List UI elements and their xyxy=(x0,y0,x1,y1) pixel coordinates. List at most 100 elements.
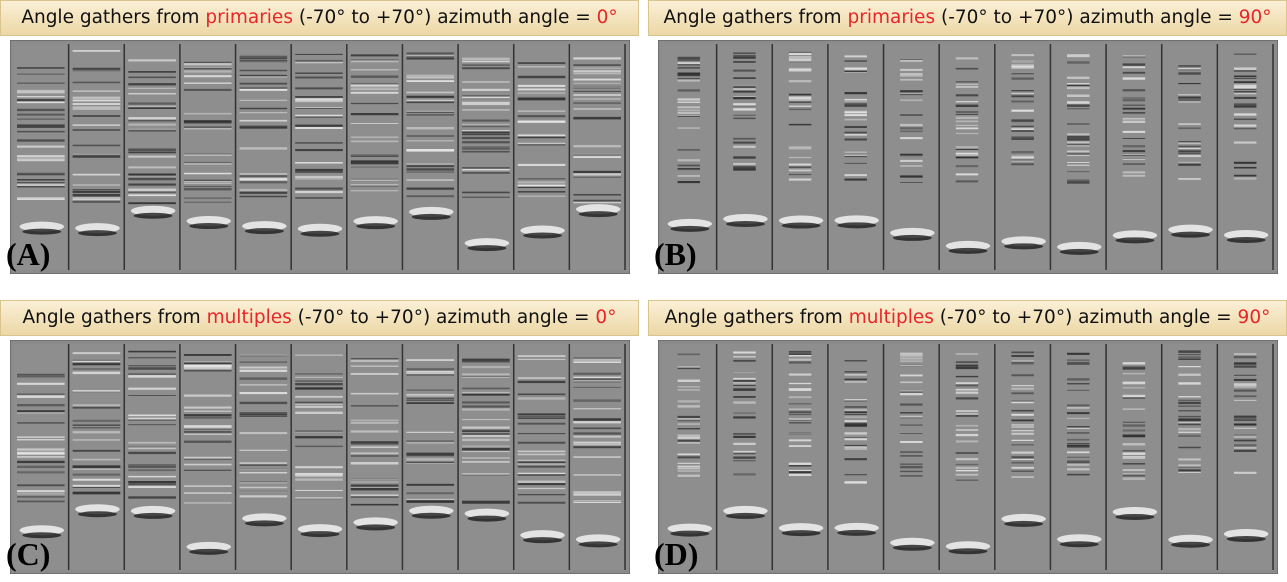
event-light xyxy=(409,206,454,217)
event-light xyxy=(1223,528,1269,539)
event-light xyxy=(464,508,510,519)
gather-strip xyxy=(236,344,291,570)
event-light xyxy=(1112,506,1158,517)
event-light xyxy=(297,223,343,234)
event-light xyxy=(1223,230,1269,241)
gather-strip xyxy=(884,344,939,570)
event-dark xyxy=(189,223,229,230)
event-dark xyxy=(467,515,507,522)
event-light xyxy=(778,215,824,226)
event-light xyxy=(575,204,621,215)
event-light xyxy=(1057,534,1102,545)
event-dark xyxy=(781,530,821,537)
title-highlight: primaries xyxy=(847,7,936,28)
gather-image xyxy=(10,40,630,274)
event-dark xyxy=(1115,513,1155,520)
gather-strip xyxy=(236,44,291,270)
gather-strip xyxy=(69,344,124,570)
title-text: Angle gathers from xyxy=(21,7,206,28)
event-dark xyxy=(892,234,932,241)
panel: Angle gathers from primaries (-70° to +7… xyxy=(648,0,1287,277)
event-dark xyxy=(1115,237,1155,244)
event-dark xyxy=(244,520,284,527)
event-dark xyxy=(781,222,821,229)
gather-strip xyxy=(662,44,716,270)
event-light xyxy=(834,215,879,226)
event-light xyxy=(130,505,176,516)
event-dark xyxy=(670,225,710,232)
event-light xyxy=(75,504,120,515)
gather-image xyxy=(658,40,1278,274)
gather-strip xyxy=(347,344,402,570)
panel-label: (D) xyxy=(654,536,699,572)
event-dark xyxy=(133,212,173,219)
gather-strip xyxy=(459,44,513,270)
event-dark xyxy=(189,548,229,555)
event-dark xyxy=(1226,237,1266,244)
event-dark xyxy=(22,532,62,539)
gather-strip xyxy=(180,44,235,270)
event-dark xyxy=(356,524,396,531)
event-light xyxy=(242,513,287,524)
event-light xyxy=(19,221,65,232)
gather-strip xyxy=(828,344,883,570)
event-dark xyxy=(837,222,877,229)
event-light xyxy=(778,523,824,534)
gather-strip xyxy=(773,344,827,570)
event-light xyxy=(575,534,621,545)
event-dark xyxy=(133,512,173,519)
event-dark xyxy=(77,230,117,237)
title-angle: 90° xyxy=(1237,307,1271,328)
event-dark xyxy=(244,228,284,235)
event-dark xyxy=(892,544,932,551)
event-light xyxy=(353,216,398,227)
event-light xyxy=(464,238,510,249)
event-dark xyxy=(948,247,988,254)
gather-strip xyxy=(1051,44,1106,270)
title-text: Angle gathers from xyxy=(663,7,848,28)
event-light xyxy=(1168,224,1213,235)
event-light xyxy=(409,505,454,516)
event-dark xyxy=(411,512,451,519)
event-dark xyxy=(725,512,765,519)
gather-image xyxy=(10,340,630,574)
title-text: (-70° to +70°) azimuth angle = xyxy=(935,7,1239,28)
title-text: Angle gathers from xyxy=(664,307,849,328)
event-dark xyxy=(578,211,618,218)
event-light xyxy=(186,216,231,227)
event-light xyxy=(945,541,991,552)
event-light xyxy=(75,223,120,234)
event-light xyxy=(1001,236,1046,247)
gather-strip xyxy=(403,344,458,570)
event-light xyxy=(890,537,935,548)
event-dark xyxy=(411,213,451,220)
title-highlight: primaries xyxy=(205,7,293,28)
panel-label: (B) xyxy=(654,236,697,272)
event-light xyxy=(242,221,287,232)
event-dark xyxy=(1171,231,1211,238)
event-dark xyxy=(670,530,710,537)
gather-strip xyxy=(125,344,179,570)
event-dark xyxy=(1171,541,1211,548)
event-light xyxy=(945,240,991,251)
title-highlight: multiples xyxy=(206,307,292,328)
panel-title: Angle gathers from multiples (-70° to +7… xyxy=(648,300,1287,336)
panel: Angle gathers from primaries (-70° to +7… xyxy=(0,0,639,277)
event-light xyxy=(890,227,935,238)
event-dark xyxy=(467,245,507,252)
event-dark xyxy=(22,228,62,235)
event-light xyxy=(1112,230,1158,241)
title-angle: 0° xyxy=(595,307,617,328)
event-dark xyxy=(1004,243,1044,250)
event-light xyxy=(1057,241,1102,252)
event-light xyxy=(520,225,565,236)
panel-label: (A) xyxy=(6,236,51,272)
event-dark xyxy=(578,541,618,548)
event-light xyxy=(667,218,713,229)
title-text: (-70° to +70°) azimuth angle = xyxy=(933,307,1238,328)
event-light xyxy=(1001,513,1046,524)
event-light xyxy=(19,525,65,536)
panel: Angle gathers from multiples (-70° to +7… xyxy=(648,300,1287,577)
panel-label: (C) xyxy=(6,536,51,572)
